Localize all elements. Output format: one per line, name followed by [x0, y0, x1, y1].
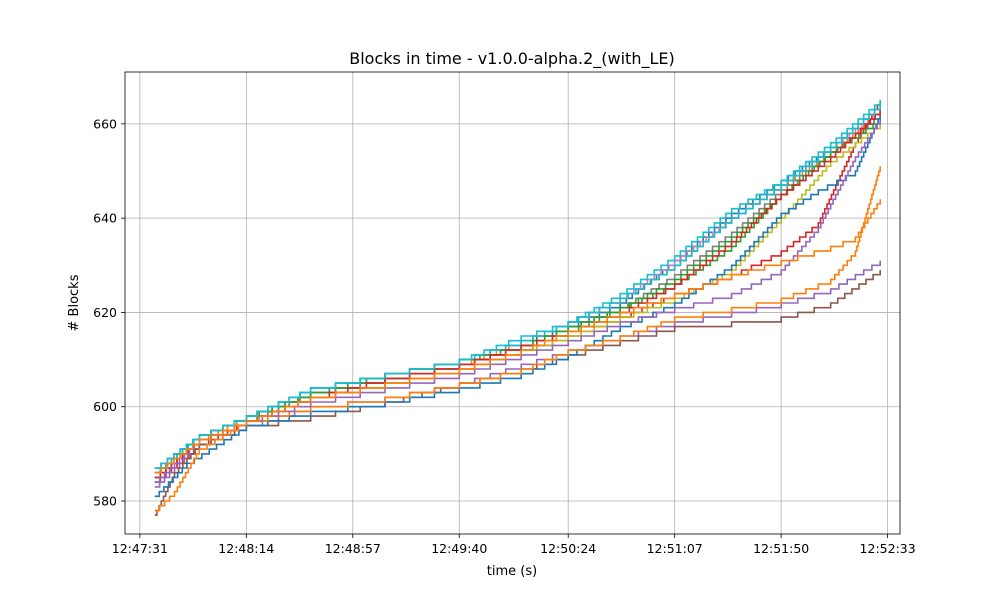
y-tick-label: 640 [93, 211, 117, 226]
series-line-12 [154, 166, 881, 512]
series-line-15 [154, 119, 881, 483]
x-tick-label: 12:51:50 [753, 541, 809, 556]
x-tick-label: 12:50:24 [540, 541, 596, 556]
axis-ticks: 12:47:31 12:48:14 12:48:57 12:49:40 12:50:24… [93, 116, 916, 556]
x-tick-label: 12:47:31 [112, 541, 168, 556]
x-tick-label: 12:51:07 [647, 541, 703, 556]
series-line-6 [154, 270, 881, 516]
series-line-17 [154, 199, 881, 474]
plot-frame [124, 71, 901, 535]
x-tick-label: 12:48:14 [218, 541, 274, 556]
y-tick-label: 580 [93, 494, 117, 509]
series-line-11 [154, 114, 881, 498]
series-lines [154, 100, 881, 516]
series-line-7 [154, 109, 881, 474]
series-line-10 [154, 100, 881, 469]
series-line-8 [154, 114, 881, 479]
series-line-14 [154, 109, 881, 479]
y-axis-label: # Blocks [67, 274, 82, 331]
x-tick-label: 12:49:40 [431, 541, 487, 556]
y-tick-label: 620 [93, 305, 117, 320]
series-line-2 [154, 109, 881, 474]
y-tick-label: 660 [93, 116, 117, 131]
series-line-16 [154, 105, 881, 474]
y-tick-label: 600 [93, 399, 117, 414]
x-axis-label: time (s) [487, 564, 537, 579]
x-tick-label: 12:48:57 [325, 541, 381, 556]
series-line-1 [154, 105, 881, 469]
chart-title: Blocks in time - v1.0.0-alpha.2_(with_LE… [349, 49, 674, 69]
series-line-13 [154, 119, 881, 474]
x-tick-label: 12:52:33 [860, 541, 916, 556]
series-line-3 [154, 114, 881, 479]
